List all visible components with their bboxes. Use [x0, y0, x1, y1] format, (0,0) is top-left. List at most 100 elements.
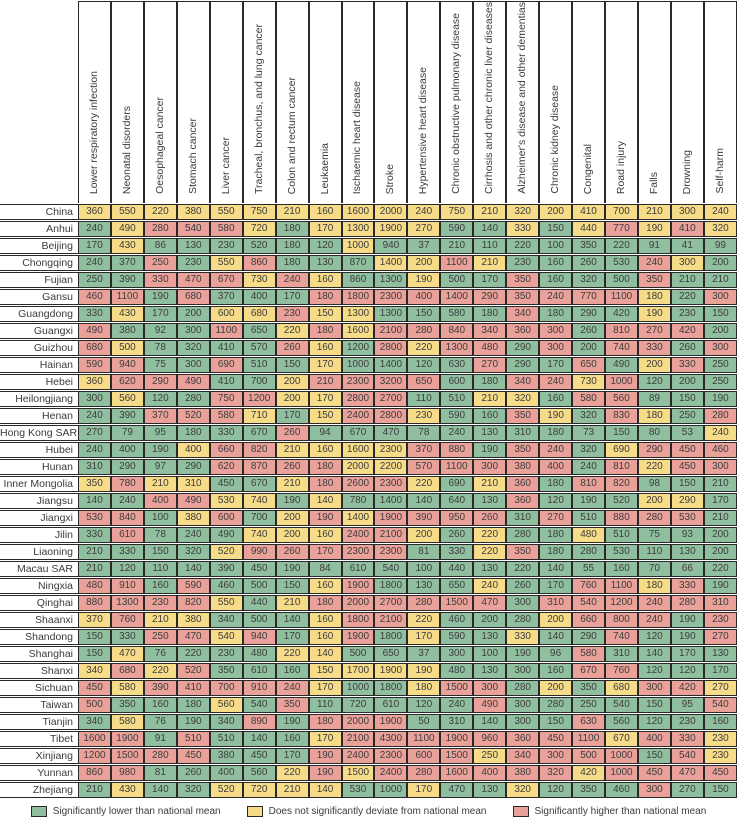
heatmap-cell: 210: [275, 442, 309, 458]
heatmap-cell: 160: [539, 391, 573, 407]
row-label: China: [0, 204, 78, 220]
heatmap-cell: 78: [143, 340, 177, 356]
heatmap-cell: 100: [407, 561, 441, 577]
heatmap-cell: 250: [473, 748, 507, 764]
heatmap-cell: 120: [670, 663, 704, 679]
heatmap-cell: 1400: [374, 493, 408, 509]
column-header-label: Chronic kidney disease: [549, 85, 562, 194]
heatmap-cell: 760: [572, 578, 605, 594]
heatmap-cell: 1300: [440, 340, 474, 356]
table-body: China 360 550 220 380 550 750 210 160 1600 2000 240…: [0, 204, 737, 798]
heatmap-cell: 76: [143, 714, 177, 730]
heatmap-cell: 180: [176, 697, 210, 713]
heatmap-cell: 520: [209, 782, 243, 798]
heatmap-cell: 2300: [341, 374, 375, 390]
column-header-label: Road injury: [614, 140, 627, 194]
heatmap-cell: 110: [637, 544, 671, 560]
heatmap-cell: 140: [143, 782, 177, 798]
heatmap-cell: 190: [473, 442, 507, 458]
row-label: Chongqing: [0, 255, 78, 271]
heatmap-cell: 130: [473, 425, 507, 441]
heatmap-cell: 450: [670, 442, 704, 458]
column-header-label: Tracheal, bronchus, and lung cancer: [252, 23, 265, 194]
heatmap-cell: 220: [275, 646, 309, 662]
heatmap-cell: 220: [473, 544, 507, 560]
heatmap-cell: 170: [275, 408, 309, 424]
heatmap-cell: 1500: [440, 680, 474, 696]
heatmap-cell: 360: [506, 476, 540, 492]
heatmap-cell: 190: [637, 221, 671, 237]
heatmap-cell: 410: [209, 340, 243, 356]
heatmap-cell: 250: [78, 272, 111, 288]
heatmap-cell: 130: [308, 255, 342, 271]
heatmap-cell: 770: [605, 221, 638, 237]
heatmap-cell: 280: [407, 595, 441, 611]
heatmap-cell: 220: [407, 612, 441, 628]
heatmap-cell: 300: [670, 255, 704, 271]
heatmap-cell: 250: [143, 629, 177, 645]
heatmap-cell: 320: [572, 442, 605, 458]
heatmap-cell: 300: [637, 680, 671, 696]
heatmap-cell: 210: [440, 238, 474, 254]
heatmap-cell: 810: [605, 323, 638, 339]
heatmap-cell: 430: [110, 782, 144, 798]
heatmap-cell: 79: [110, 425, 144, 441]
row-label: Taiwan: [0, 697, 78, 713]
heatmap-cell: 81: [407, 544, 441, 560]
heatmap-cell: 180: [275, 255, 309, 271]
heatmap-cell: 2300: [341, 544, 375, 560]
heatmap-cell: 1800: [341, 289, 375, 305]
heatmap-cell: 1900: [440, 731, 474, 747]
heatmap-cell: 530: [209, 493, 243, 509]
heatmap-cell: 1900: [374, 221, 408, 237]
heatmap-cell: 550: [209, 255, 243, 271]
heatmap-cell: 130: [473, 629, 507, 645]
heatmap-cell: 400: [110, 442, 144, 458]
heatmap-cell: 1500: [110, 748, 144, 764]
heatmap-cell: 2400: [374, 765, 408, 781]
heatmap-cell: 300: [473, 459, 507, 475]
heatmap-cell: 160: [275, 731, 309, 747]
heatmap-cell: 2700: [374, 391, 408, 407]
table-row: Tibet 1600 1900 91 510 510 140 160 170 2100 4300 11…: [0, 731, 737, 747]
heatmap-cell: 330: [506, 629, 540, 645]
heatmap-cell: 480: [572, 527, 605, 543]
legend-item: Does not significantly deviate from nati…: [246, 806, 487, 817]
heatmap-cell: 2200: [374, 459, 408, 475]
heatmap-cell: 150: [407, 306, 441, 322]
legend-item: Significantly higher than national mean: [512, 806, 706, 817]
heatmap-cell: 94: [308, 425, 342, 441]
heatmap-cell: 590: [176, 578, 210, 594]
heatmap-cell: 420: [572, 765, 605, 781]
heatmap-cell: 240: [110, 493, 144, 509]
heatmap-cell: 270: [670, 782, 704, 798]
heatmap-cell: 140: [637, 646, 671, 662]
heatmap-cell: 98: [637, 476, 671, 492]
table-row: Guangdong 330 430 170 200 600 680 230 150 1300 130…: [0, 306, 737, 322]
heatmap-cell: 2400: [341, 527, 375, 543]
heatmap-cell: 180: [637, 289, 671, 305]
heatmap-cell: 1600: [341, 323, 375, 339]
heatmap-cell: 330: [110, 629, 144, 645]
heatmap-cell: 600: [209, 510, 243, 526]
heatmap-cell: 400: [242, 289, 276, 305]
heatmap-cell: 410: [670, 221, 704, 237]
row-label: Henan: [0, 408, 78, 424]
heatmap-cell: 240: [78, 255, 111, 271]
heatmap-cell: 2300: [374, 442, 408, 458]
heatmap-cell: 2800: [374, 340, 408, 356]
heatmap-cell: 250: [703, 374, 737, 390]
heatmap-cell: 570: [242, 340, 276, 356]
heatmap-cell: 300: [440, 646, 474, 662]
heatmap-cell: 120: [407, 697, 441, 713]
heatmap-cell: 150: [308, 663, 342, 679]
heatmap-cell: 290: [176, 459, 210, 475]
heatmap-cell: 510: [242, 357, 276, 373]
column-header: Ischaemic heart disease: [341, 1, 375, 203]
heatmap-cell: 130: [473, 782, 507, 798]
heatmap-cell: 670: [209, 272, 243, 288]
heatmap-cell: 350: [637, 272, 671, 288]
column-header-label: Congenital: [582, 143, 595, 194]
heatmap-cell: 590: [440, 221, 474, 237]
heatmap-cell: 70: [637, 561, 671, 577]
